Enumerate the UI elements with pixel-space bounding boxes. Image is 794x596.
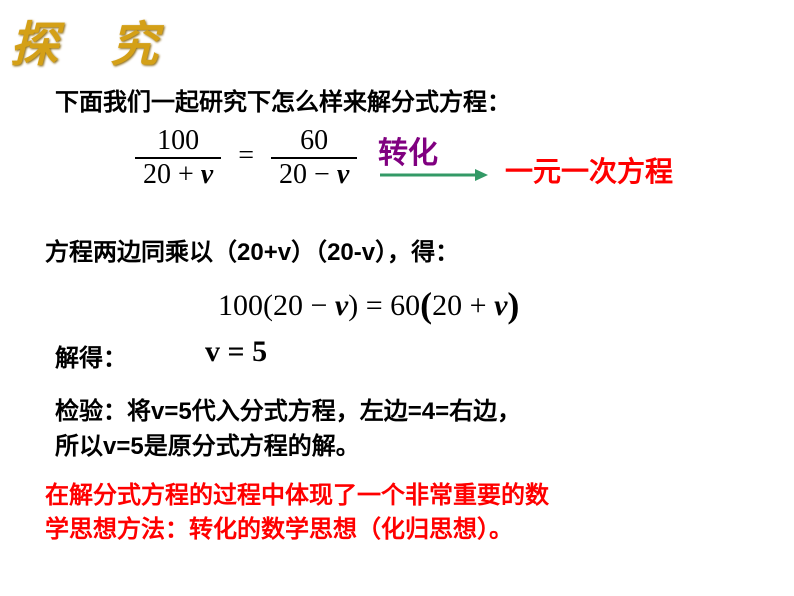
denominator-2: 20 − v <box>271 159 357 191</box>
numerator-2: 60 <box>271 125 357 159</box>
arrow-icon <box>380 165 490 185</box>
verify-text: 检验：将v=5代入分式方程，左边=4=右边， 所以v=5是原分式方程的解。 <box>55 395 521 464</box>
linear-equation-label: 一元一次方程 <box>505 150 673 190</box>
expanded-equation: 100(20 − v) = 60(20 + v) <box>218 282 519 324</box>
page-title: 探 究 <box>10 5 178 75</box>
fraction-equation: 100 20 + v = 60 20 − v <box>135 125 357 191</box>
denominator-1: 20 + v <box>135 159 221 191</box>
equals-sign: = <box>238 140 254 171</box>
fraction-left: 100 20 + v <box>135 125 221 191</box>
solve-label: 解得： <box>55 338 127 373</box>
solution-equation: v = 5 <box>205 335 267 369</box>
fraction-right: 60 20 − v <box>271 125 357 191</box>
step-multiply: 方程两边同乘以（20+v）（20-v），得： <box>45 232 459 267</box>
conclusion-text: 在解分式方程的过程中体现了一个非常重要的数 学思想方法：转化的数学思想（化归思想… <box>45 480 549 547</box>
intro-text: 下面我们一起研究下怎么样来解分式方程： <box>55 82 511 117</box>
numerator-1: 100 <box>135 125 221 159</box>
